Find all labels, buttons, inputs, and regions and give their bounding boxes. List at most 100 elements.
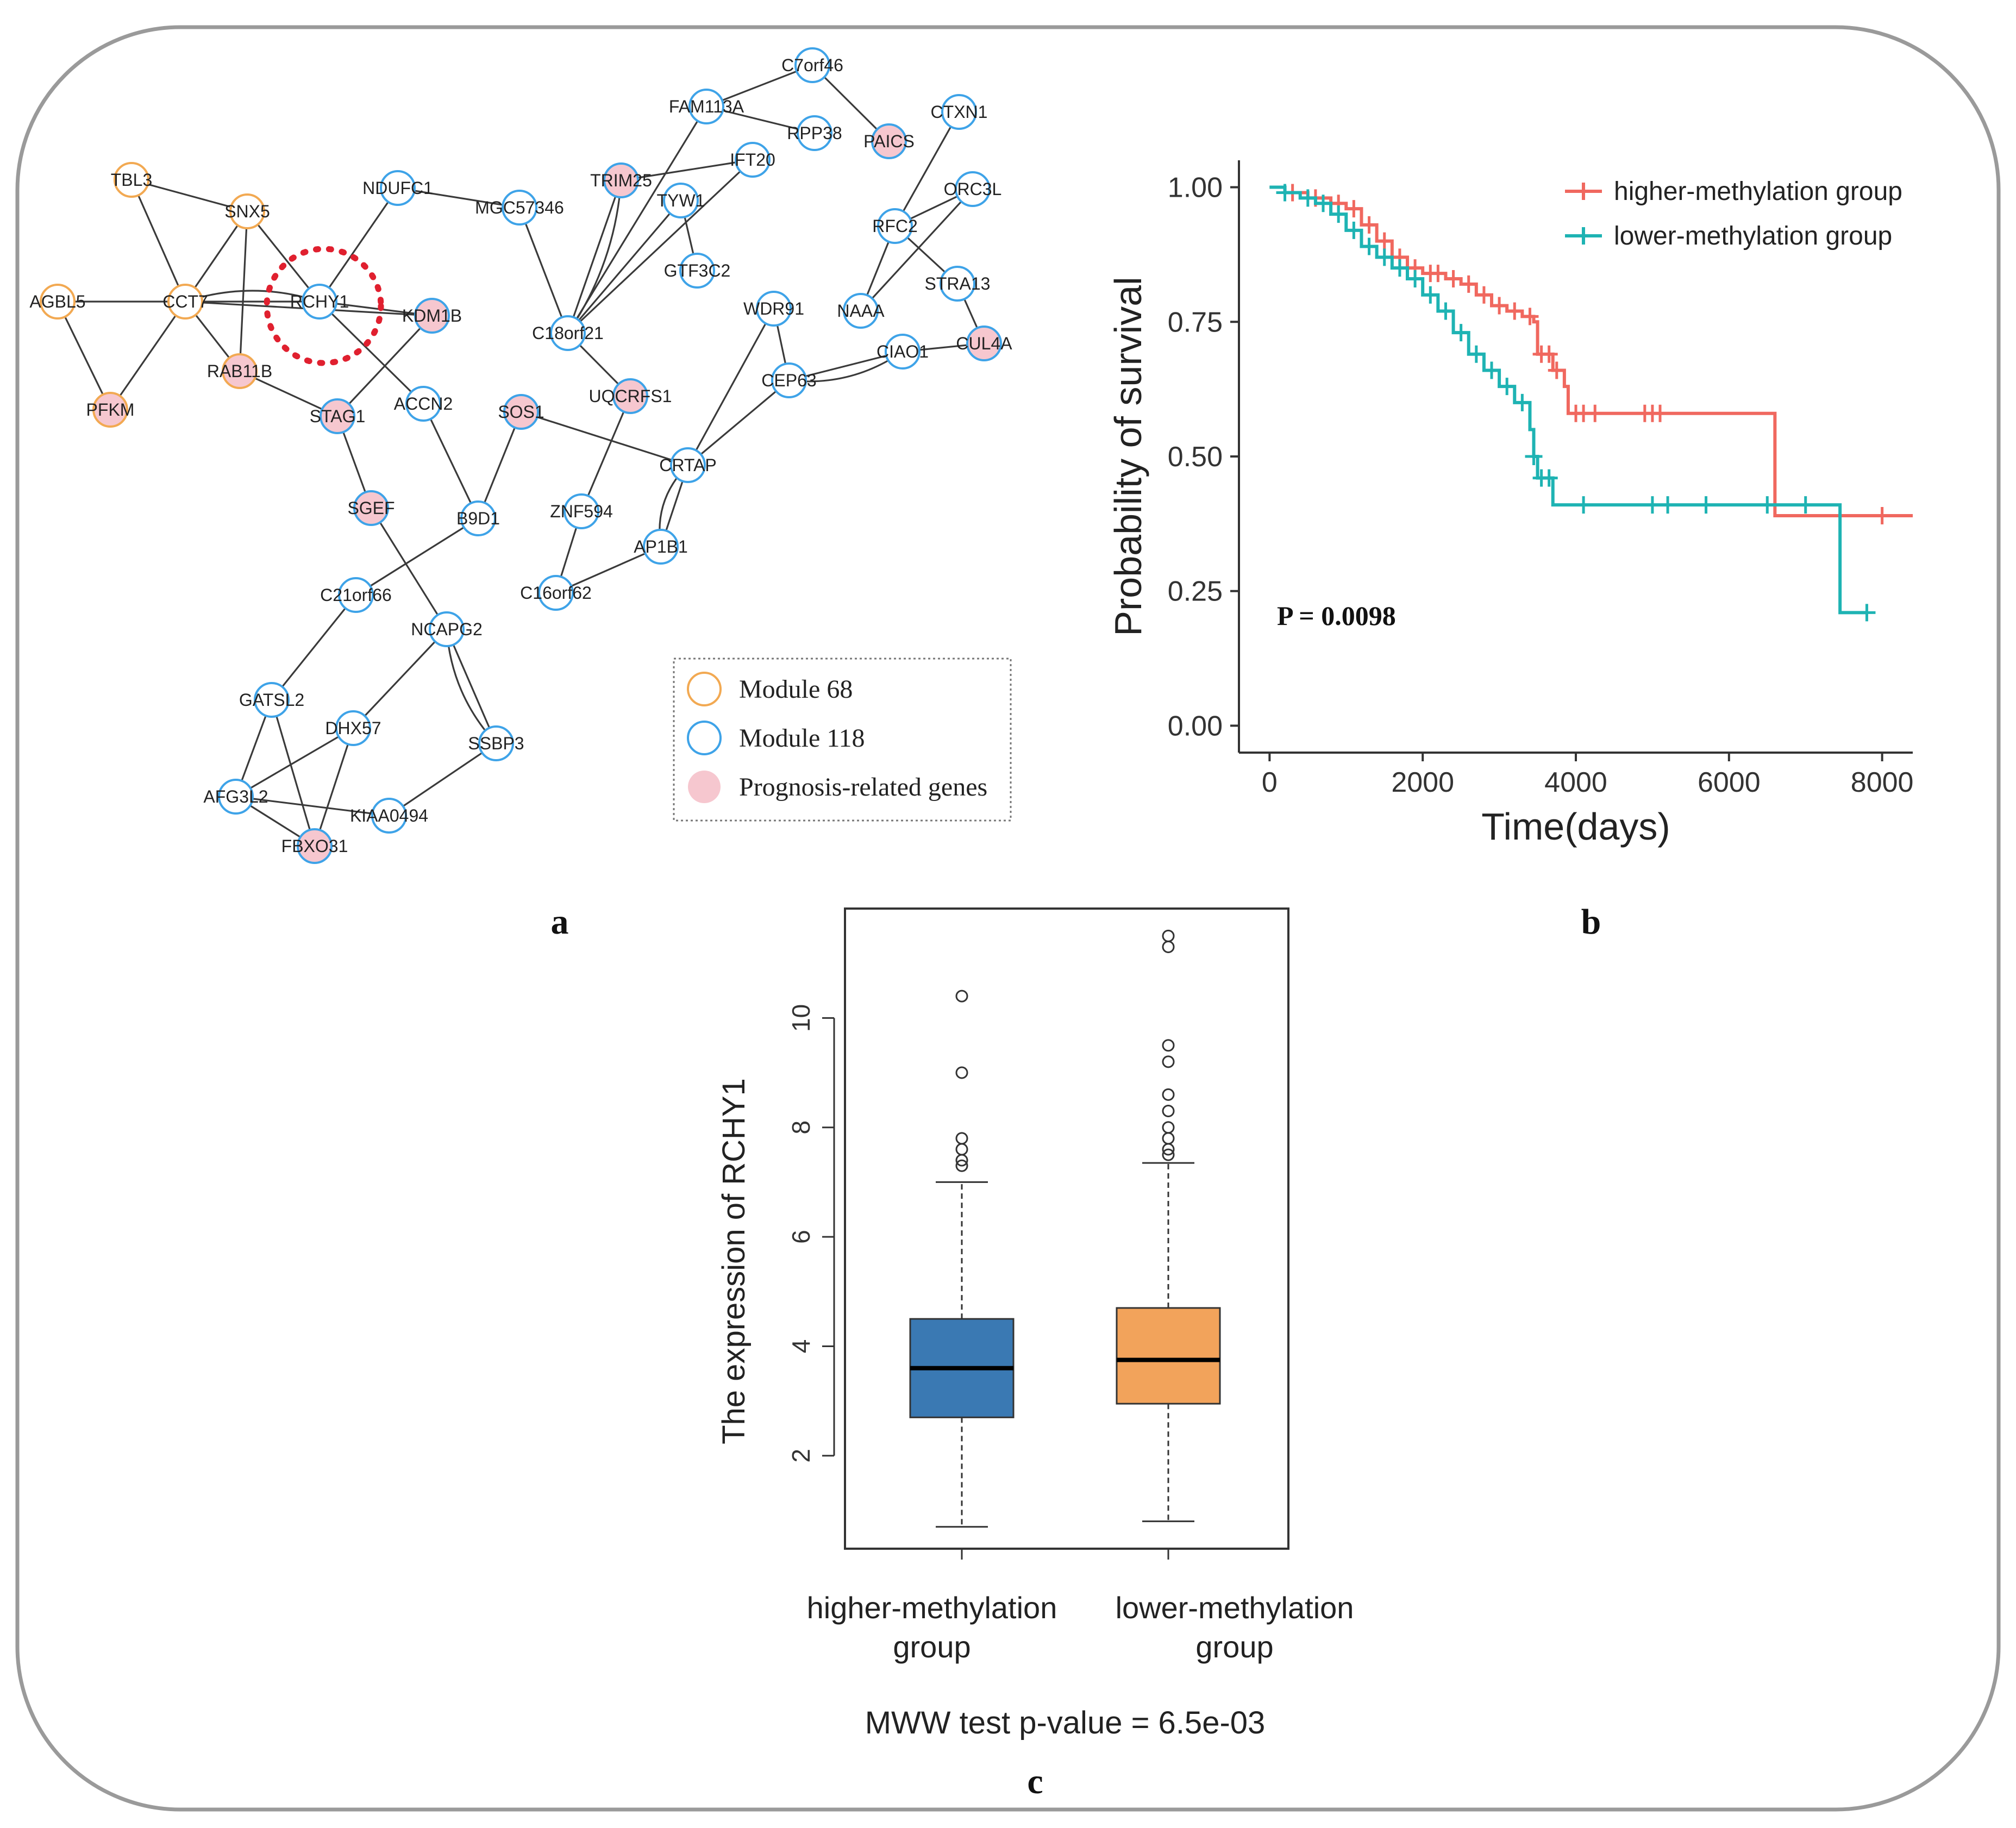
node-label: RFC2 bbox=[872, 216, 918, 236]
node-label: CRTAP bbox=[659, 455, 717, 475]
node-circle bbox=[885, 334, 921, 370]
node-circle bbox=[335, 710, 371, 746]
censor-mark bbox=[1796, 496, 1814, 514]
legend-module118-marker bbox=[687, 721, 722, 755]
censor-mark bbox=[1525, 448, 1543, 465]
survival-xtick-label: 0 bbox=[1262, 767, 1278, 798]
node-circle bbox=[688, 89, 724, 124]
edge-snx5-rchy1 bbox=[246, 210, 321, 303]
network-panel: TBL3 SNX5 AGBL5 CCT7 RAB11B PFKM RCHY1 NDUFC1 KD… bbox=[29, 47, 1012, 942]
censor-mark bbox=[1299, 189, 1317, 207]
edge-dhx57-fbxo31 bbox=[314, 728, 354, 847]
boxplot-ylabel: The expression of RCHY1 bbox=[716, 1078, 752, 1444]
censor-mark bbox=[1422, 286, 1439, 304]
panel-label-c: c bbox=[1027, 1762, 1043, 1801]
survival-chart: 0.00 0.25 0.50 0.75 1.00 0 2000 4000 6000 8000 P … bbox=[1107, 160, 1913, 942]
node-circle bbox=[380, 170, 416, 206]
node-circle bbox=[414, 298, 450, 334]
node-label: TRIM25 bbox=[590, 171, 652, 190]
survival-ytick-label: 0.75 bbox=[1168, 306, 1223, 338]
censor-mark bbox=[1360, 237, 1378, 255]
node-label: SNX5 bbox=[224, 202, 270, 221]
outlier-point bbox=[1162, 1121, 1175, 1134]
censor-mark bbox=[1513, 393, 1531, 411]
node-label: IFT20 bbox=[730, 150, 775, 170]
boxplot-category-label: higher-methylation bbox=[807, 1591, 1057, 1625]
node-znf594: ZNF594 bbox=[550, 493, 613, 529]
boxplot-ytick-label: 6 bbox=[787, 1230, 815, 1244]
edge-kdm1b-stag1 bbox=[336, 315, 433, 417]
node-circle bbox=[966, 325, 1002, 361]
legend-label: lower-methylation group bbox=[1614, 222, 1892, 251]
node-crtap: CRTAP bbox=[659, 447, 717, 483]
edge-snx5-cct7 bbox=[184, 211, 248, 302]
edge-rchy1-ndufc1 bbox=[318, 187, 399, 302]
edge-orc3l-naaa bbox=[860, 188, 974, 312]
p-value-annotation: P = 0.0098 bbox=[1277, 600, 1396, 631]
node-label: C7orf46 bbox=[781, 55, 843, 75]
edge-uqcrfs1-znf594 bbox=[580, 396, 631, 512]
node-circle bbox=[218, 779, 254, 815]
legend-box bbox=[673, 658, 1012, 822]
censor-mark bbox=[1375, 248, 1393, 266]
censor-mark bbox=[1506, 302, 1524, 320]
outlier-point bbox=[1162, 1055, 1175, 1068]
node-circle bbox=[564, 493, 599, 529]
node-circle bbox=[871, 123, 907, 159]
outlier-point bbox=[1162, 1039, 1175, 1052]
node-cep63: CEP63 bbox=[761, 362, 817, 398]
node-label: UQCRFS1 bbox=[589, 386, 672, 406]
survival-xlabel: Time(days) bbox=[1481, 805, 1670, 848]
node-gatsl2: GATSL2 bbox=[239, 682, 304, 718]
edge-b9d1-c21orf66 bbox=[355, 517, 479, 596]
node-circle bbox=[320, 398, 355, 434]
survival-series-higher bbox=[1269, 184, 1913, 524]
node-circle bbox=[797, 115, 832, 151]
node-label: RPP38 bbox=[787, 123, 842, 143]
boxplot-axes: 2 4 6 8 10 bbox=[787, 1004, 835, 1463]
node-ctxn1: CTXN1 bbox=[931, 94, 987, 130]
box-iqr bbox=[1116, 1307, 1221, 1405]
node-cul4a: CUL4A bbox=[956, 325, 1012, 361]
edge-fam113a-rpp38 bbox=[706, 105, 815, 134]
censor-mark bbox=[1475, 286, 1493, 304]
node-circle bbox=[40, 284, 76, 320]
survival-ytick-label: 0.50 bbox=[1168, 441, 1223, 473]
panel-label-b: b bbox=[1581, 902, 1601, 942]
edge-cep63-crtap bbox=[687, 379, 790, 466]
boxplot-chart: 2 4 6 8 10 higher-methylation group lower-meth… bbox=[716, 907, 1354, 1801]
node-label: SGEF bbox=[347, 498, 395, 518]
legend-module118-label: Module 118 bbox=[739, 724, 865, 753]
node-label: MGC57346 bbox=[475, 198, 564, 217]
node-label: NAAA bbox=[837, 301, 885, 321]
edge-mgc57346-c18orf21 bbox=[518, 207, 569, 334]
node-circle bbox=[353, 490, 389, 526]
node-fam113a: FAM113A bbox=[669, 89, 744, 124]
survival-legend: higher-methylation group lower-methylatio… bbox=[1565, 177, 1902, 251]
boxplot-category-label: group bbox=[1195, 1630, 1273, 1664]
survival-ytick-label: 1.00 bbox=[1168, 172, 1223, 204]
node-circle bbox=[794, 47, 830, 83]
node-b9d1: B9D1 bbox=[456, 500, 500, 536]
node-label: PFKM bbox=[86, 400, 135, 420]
outlier-point bbox=[1162, 929, 1175, 942]
node-label: C18orf21 bbox=[532, 323, 604, 343]
edge-c21orf66-gatsl2 bbox=[271, 594, 357, 701]
node-orc3l: ORC3L bbox=[944, 171, 1001, 207]
edge-accn2-b9d1 bbox=[422, 403, 479, 519]
node-label: TYW1 bbox=[657, 191, 705, 210]
node-label: SOS1 bbox=[498, 402, 544, 422]
node-agbl5: AGBL5 bbox=[29, 284, 86, 320]
node-circle bbox=[538, 575, 574, 611]
node-circle bbox=[92, 392, 128, 428]
censor-mark bbox=[1540, 469, 1558, 487]
edge-ssbp3-kiaa0494 bbox=[389, 742, 497, 817]
node-circle bbox=[756, 291, 792, 327]
edge-rchy1-accn2 bbox=[318, 301, 424, 405]
edge-cep63-ciao1-straight bbox=[788, 350, 903, 381]
censor-mark bbox=[1498, 378, 1516, 396]
node-circle bbox=[940, 266, 975, 302]
node-label: TBL3 bbox=[111, 170, 152, 190]
edge-c18orf21-fam113a bbox=[567, 106, 708, 334]
node-circle bbox=[338, 577, 374, 613]
